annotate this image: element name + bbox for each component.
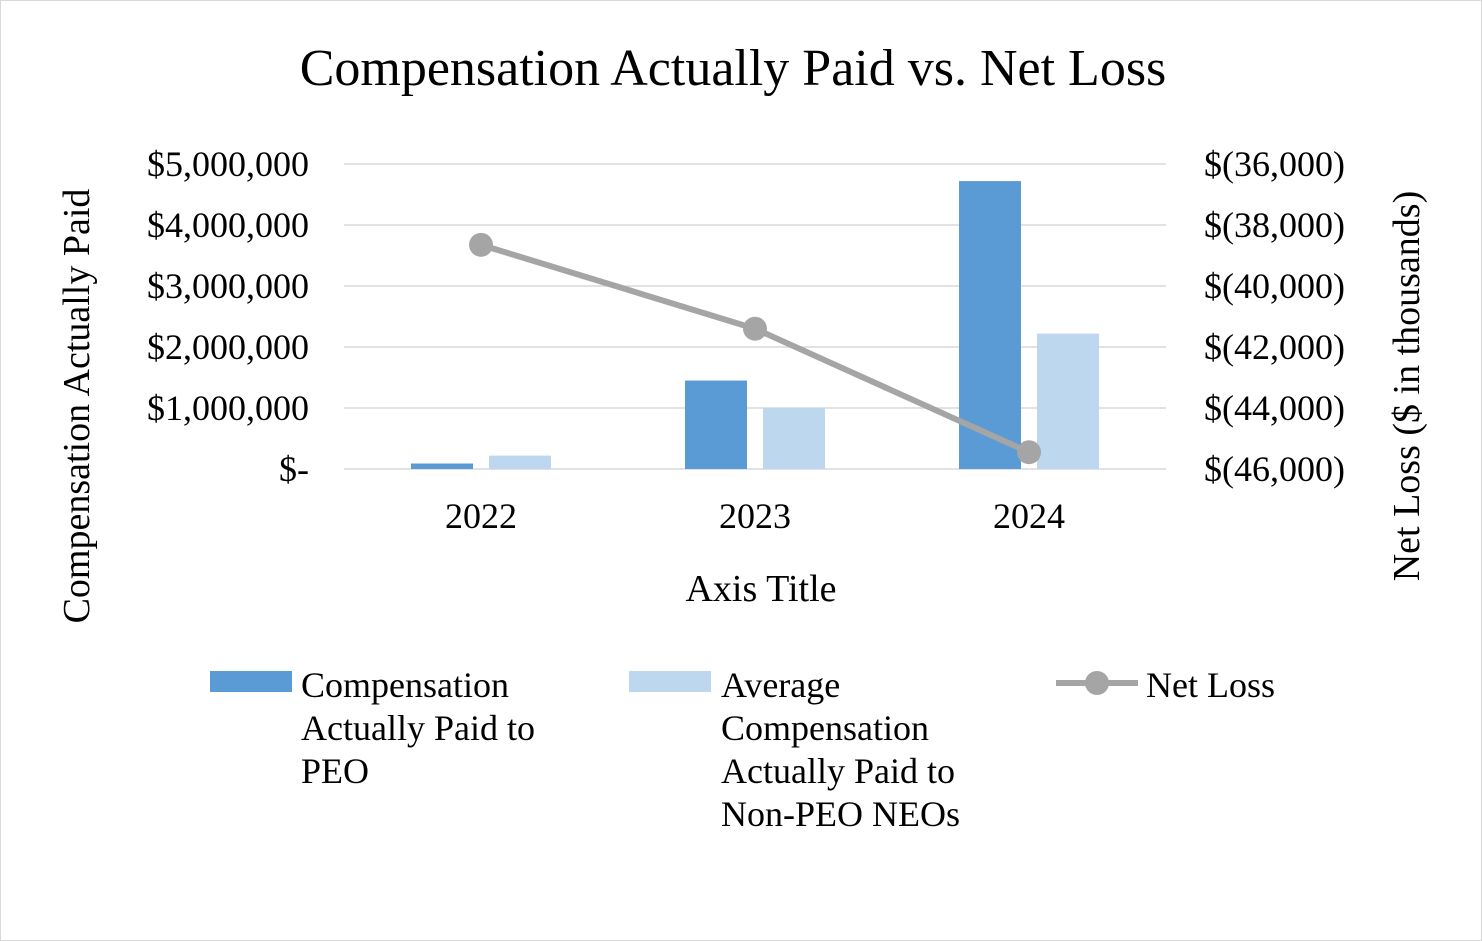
legend-item: Net Loss	[1056, 665, 1275, 705]
legend-swatch	[210, 671, 292, 692]
net-loss-point-2024	[1017, 440, 1041, 465]
net-loss-point-2023	[743, 316, 767, 341]
line-series	[469, 232, 1041, 465]
y2-tick-label: $(42,000)	[1204, 327, 1345, 367]
legend-label: Compensation	[301, 665, 509, 705]
y-tick-label: $2,000,000	[147, 327, 309, 367]
x-axis: 2022 2023 2024	[445, 496, 1065, 536]
y-tick-label: $-	[279, 449, 309, 489]
legend-label: Compensation	[721, 708, 929, 748]
legend-swatch-marker	[1085, 671, 1109, 695]
y-axis-title: Compensation Actually Paid	[56, 189, 98, 624]
net-loss-line	[480, 241, 1031, 455]
legend-label: Actually Paid to	[721, 751, 955, 791]
legend-label: Non-PEO NEOs	[721, 794, 960, 834]
y-tick-label: $5,000,000	[147, 144, 309, 184]
y2-axis-title: Net Loss ($ in thousands)	[1386, 191, 1428, 582]
bar-series	[411, 181, 1099, 469]
net-loss-point-2022	[469, 232, 493, 257]
y-tick-label: $3,000,000	[147, 266, 309, 306]
y-axis-right: $(46,000) $(44,000) $(42,000) $(40,000) $(38…	[1204, 144, 1345, 489]
bar-non-peo-2023	[763, 408, 825, 469]
y2-tick-label: $(46,000)	[1204, 449, 1345, 489]
bar-non-peo-2024	[1037, 333, 1099, 469]
y-tick-label: $1,000,000	[147, 388, 309, 428]
legend-label: Average	[721, 665, 840, 705]
chart-title: Compensation Actually Paid vs. Net Loss	[300, 40, 1167, 97]
y-tick-label: $4,000,000	[147, 205, 309, 245]
bar-peo-2024	[959, 181, 1021, 469]
y2-tick-label: $(40,000)	[1204, 266, 1345, 306]
bar-peo-2022	[411, 463, 473, 469]
bar-non-peo-2022	[489, 455, 551, 469]
x-tick-label: 2022	[445, 496, 517, 536]
y2-tick-label: $(38,000)	[1204, 205, 1345, 245]
legend-label: Net Loss	[1146, 665, 1275, 705]
legend-label: PEO	[301, 751, 369, 791]
y2-tick-label: $(44,000)	[1204, 388, 1345, 428]
y-axis-left: $- $1,000,000 $2,000,000 $3,000,000 $4,000,0…	[147, 144, 309, 489]
gridlines	[344, 163, 1166, 470]
y2-tick-label: $(36,000)	[1204, 144, 1345, 184]
x-tick-label: 2023	[719, 496, 791, 536]
legend-label: Actually Paid to	[301, 708, 535, 748]
x-axis-title: Axis Title	[685, 568, 836, 610]
x-tick-label: 2024	[993, 496, 1065, 536]
legend-swatch	[629, 671, 711, 692]
bar-peo-2023	[685, 380, 747, 469]
